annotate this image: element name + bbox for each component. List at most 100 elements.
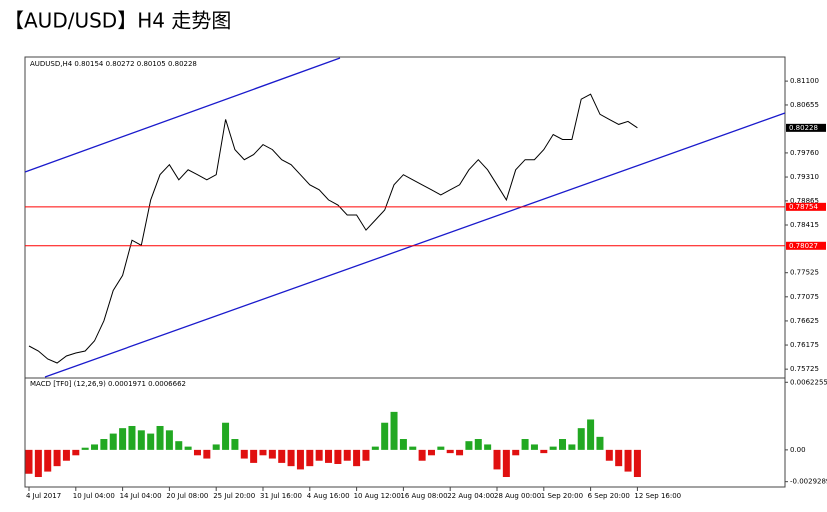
macd-bar [34, 449, 42, 478]
y-tick-label: -0.0029289 [790, 478, 827, 486]
macd-bar [465, 441, 473, 450]
macd-bar [222, 422, 230, 450]
macd-bar [568, 444, 576, 450]
macd-bar [456, 449, 464, 456]
macd-bar [624, 449, 632, 472]
macd-bar [474, 439, 482, 450]
y-tick-label: 0.81100 [790, 77, 819, 85]
plot-frame [24, 56, 786, 488]
macd-bar [278, 449, 286, 463]
x-tick-label: 4 Aug 16:00 [307, 492, 350, 500]
chart-title: 【AUD/USD】H4 走势图 [4, 9, 231, 33]
macd-bar [203, 449, 211, 459]
x-tick-label: 31 Jul 16:00 [260, 492, 302, 500]
x-tick-label: 16 Aug 08:00 [400, 492, 447, 500]
macd-bar [381, 422, 389, 450]
x-tick-label: 10 Aug 12:00 [354, 492, 401, 500]
x-tick-label: 12 Sep 16:00 [634, 492, 681, 500]
macd-bar [315, 449, 323, 461]
macd-bar [502, 449, 510, 478]
main-label: AUDUSD,H4 0.80154 0.80272 0.80105 0.8022… [30, 60, 197, 68]
macd-bar [306, 449, 314, 467]
macd-bar [62, 449, 70, 461]
macd-bar [53, 449, 61, 467]
macd-bar [530, 444, 538, 450]
x-tick-label: 10 Jul 04:00 [73, 492, 115, 500]
x-tick-label: 25 Jul 20:00 [213, 492, 255, 500]
x-tick-label: 14 Jul 04:00 [120, 492, 162, 500]
x-tick-label: 1 Sep 20:00 [541, 492, 583, 500]
y-tick-label: 0.77075 [790, 293, 819, 301]
macd-bar [343, 449, 351, 461]
macd-bar [353, 449, 361, 467]
macd-bar [91, 444, 99, 450]
macd-bar [549, 446, 557, 450]
macd-bar [72, 449, 80, 456]
macd-bar [128, 425, 136, 450]
macd-bar [512, 449, 520, 456]
macd-bar [259, 449, 267, 456]
macd-bar [184, 446, 192, 450]
macd-bar [409, 446, 417, 450]
price-level-label: 0.78027 [789, 242, 818, 250]
macd-bar [175, 441, 183, 450]
macd-bar [231, 439, 239, 450]
macd-bar [268, 449, 276, 459]
macd-bar [109, 433, 117, 450]
macd-bar [362, 449, 370, 461]
last-price-label: 0.80228 [789, 124, 818, 132]
macd-bar [390, 411, 398, 450]
macd-bar [287, 449, 295, 467]
macd-bar [81, 447, 89, 450]
macd-bar [193, 449, 201, 456]
channel-upper [24, 57, 341, 173]
channel-lower [44, 112, 786, 378]
y-tick-label: 0.80655 [790, 101, 819, 109]
price-level-tag [786, 241, 826, 250]
macd-bar [615, 449, 623, 467]
macd-bar [137, 430, 145, 450]
macd-bar [559, 439, 567, 450]
x-tick-label: 6 Sep 20:00 [588, 492, 630, 500]
macd-bar [250, 449, 258, 463]
macd-bar [521, 439, 529, 450]
y-tick-label: 0.76625 [790, 317, 819, 325]
macd-bar [212, 444, 220, 450]
x-tick-label: 28 Aug 00:00 [494, 492, 541, 500]
macd-bar [540, 449, 548, 454]
macd-bar [596, 436, 604, 450]
macd-bar [418, 449, 426, 461]
y-tick-label: 0.76175 [790, 341, 819, 349]
macd-bar [296, 449, 304, 470]
macd-bar [119, 428, 127, 450]
macd-bar [156, 425, 164, 450]
y-tick-label: 0.77525 [790, 269, 819, 277]
macd-bar [605, 449, 613, 461]
macd-bar [437, 446, 445, 450]
macd-bar [25, 449, 33, 474]
x-tick-label: 22 Aug 04:00 [447, 492, 494, 500]
last-price-tag [786, 123, 826, 132]
macd-bar [493, 449, 501, 470]
macd-bar [44, 449, 52, 472]
macd-bar [100, 439, 108, 450]
y-tick-label: 0.79760 [790, 149, 819, 157]
macd-bar [484, 444, 492, 450]
macd-bar [325, 449, 333, 463]
price-level-label: 0.78754 [789, 203, 818, 211]
macd-bar [165, 430, 173, 450]
y-tick-label: 0.0062255 [790, 378, 827, 386]
macd-bar [147, 433, 155, 450]
macd-bar [371, 446, 379, 450]
macd-bar [587, 419, 595, 450]
macd-bar [446, 449, 454, 454]
y-tick-label: 0.78865 [790, 197, 819, 205]
macd-bar [240, 449, 248, 459]
macd-bar [427, 449, 435, 456]
macd-bar [633, 449, 641, 478]
y-tick-label: 0.00 [790, 446, 806, 454]
y-tick-label: 0.75725 [790, 365, 819, 373]
macd-bar [399, 439, 407, 450]
price-line [28, 93, 638, 364]
